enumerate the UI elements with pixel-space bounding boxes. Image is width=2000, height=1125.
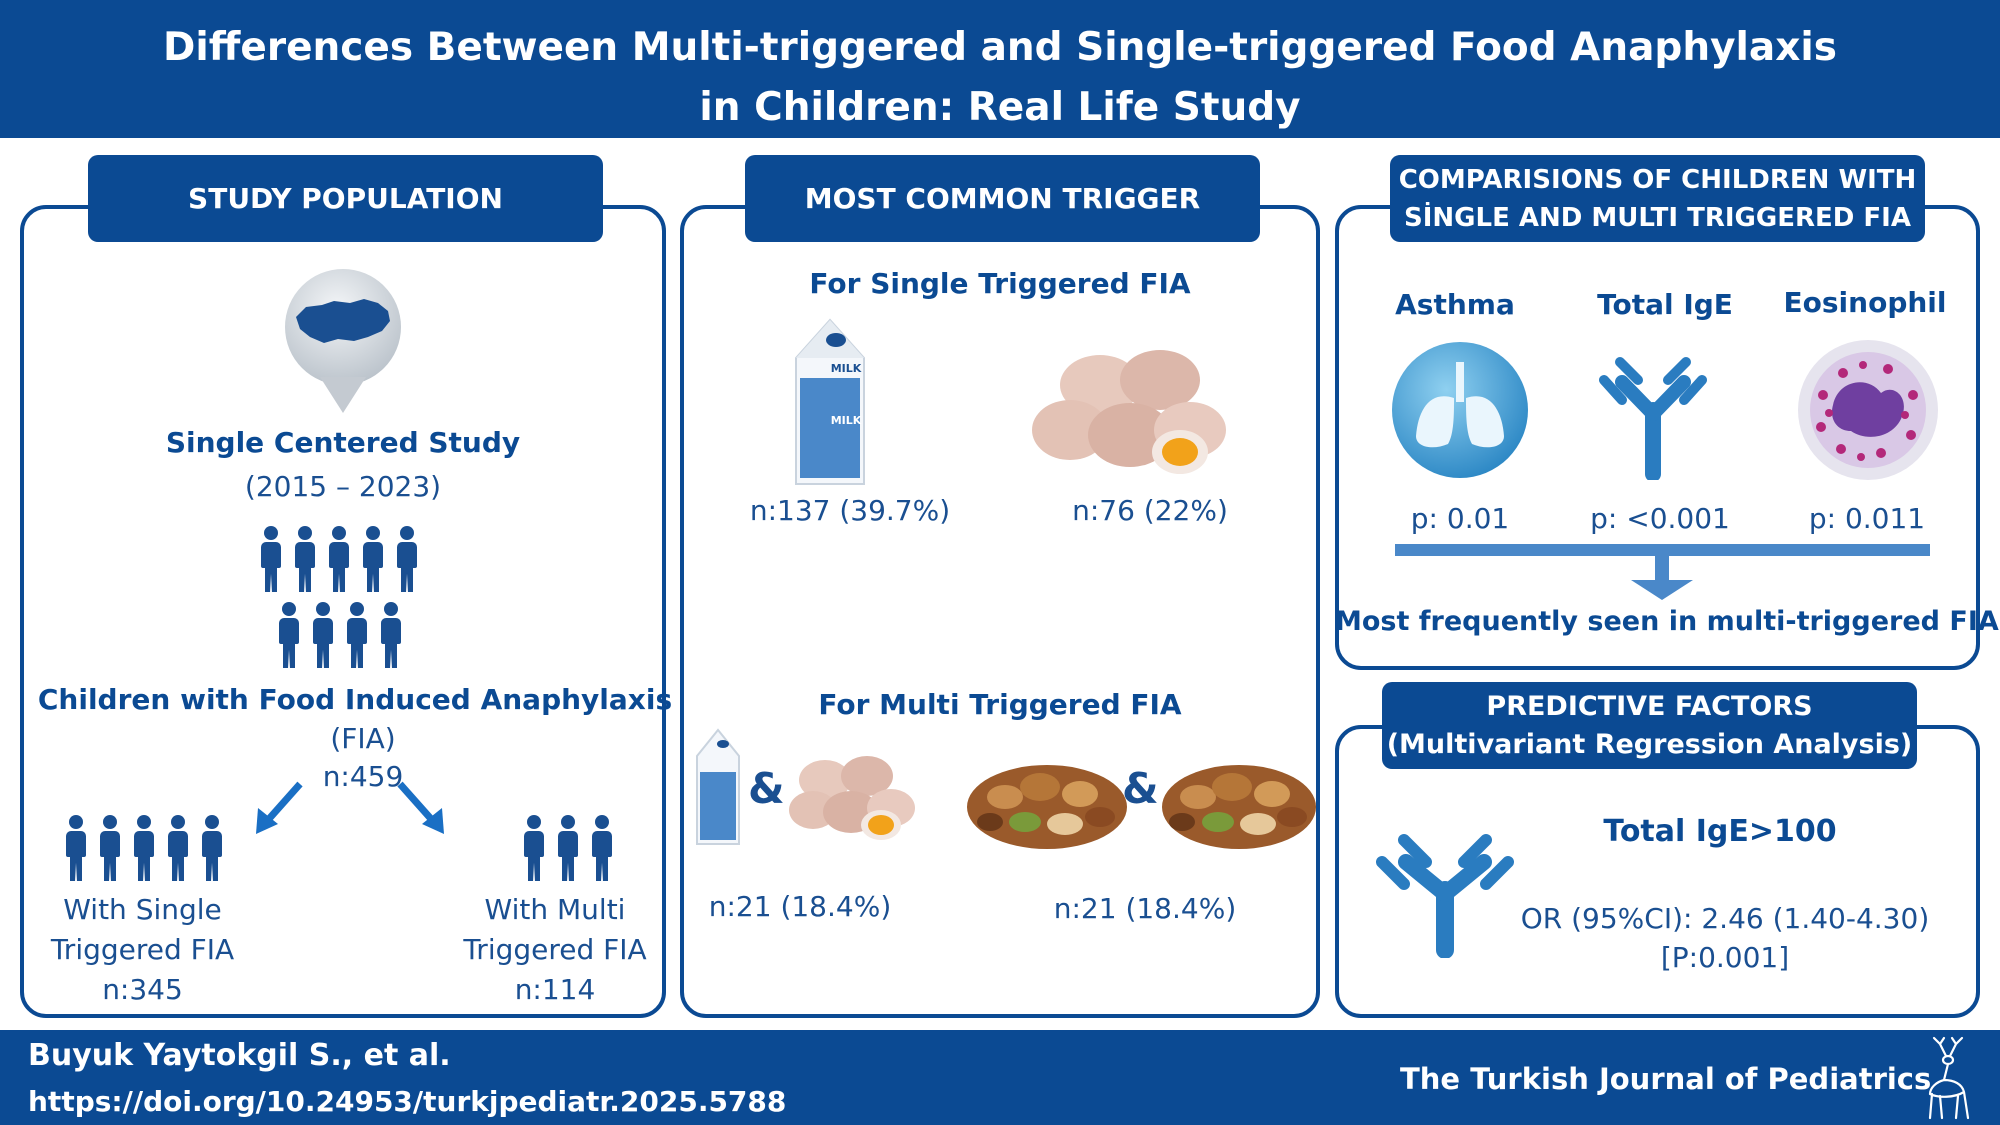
merge-arrow: [1395, 544, 1930, 600]
person-icon: [592, 815, 612, 881]
predictive-tab-line-2: (Multivariant Regression Analysis): [1386, 729, 1913, 760]
person-icon: [381, 602, 401, 668]
page-title: Differences Between Multi-triggered and …: [0, 18, 2000, 138]
population-people-row-1: [261, 526, 431, 592]
multi-triggered-count: n:114: [514, 973, 596, 1006]
arrow-down-left-icon: [256, 781, 303, 834]
trigger-foods-tab-label: MOST COMMON TRIGGER FOODS: [804, 182, 1201, 302]
person-icon: [558, 815, 578, 881]
total-count: n:459: [322, 760, 404, 793]
trigger-foods-tab: MOST COMMON TRIGGER FOODS: [745, 155, 1260, 302]
comparisons-tab-line-2: SİNGLE AND MULTI TRIGGERED FIA: [1404, 203, 1911, 233]
footer-journal: The Turkish Journal of Pediatrics: [1400, 1062, 1932, 1096]
person-icon: [134, 815, 154, 881]
split-arrows: [256, 781, 444, 834]
person-icon: [168, 815, 188, 881]
milk-label-1: MILK: [830, 362, 862, 375]
comparisons-tab-line-1: COMPARISIONS OF CHILDREN WITH: [1398, 165, 1917, 195]
study-type: Single Centered Study: [165, 426, 521, 459]
single-triggered-people: [66, 815, 236, 881]
person-icon: [329, 526, 349, 592]
person-icon: [279, 602, 299, 668]
trigger-foods-panel: [680, 205, 1320, 1018]
mixed-nuts-icon: [967, 765, 1127, 849]
person-icon: [397, 526, 417, 592]
lungs-icon: [1392, 342, 1528, 478]
person-icon: [524, 815, 544, 881]
comparisons-tab: COMPARISIONS OF CHILDREN WITH SİNGLE AND…: [1390, 155, 1925, 242]
person-icon: [100, 815, 120, 881]
person-icon: [347, 602, 367, 668]
eosinophil-cell-icon: [1798, 340, 1938, 480]
milk-carton-small-icon: [696, 728, 740, 845]
ampersand-2: &: [1122, 764, 1159, 813]
footer-author: Buyuk Yaytokgil S., et al.: [28, 1038, 451, 1073]
person-icon: [202, 815, 222, 881]
eosinophil-p-value: p: 0.011: [1808, 502, 1926, 535]
total-ige-p-value: p: <0.001: [1590, 502, 1730, 535]
multi-nuts-count: n:21 (18.4%): [1053, 892, 1237, 925]
single-milk-count: n:137 (39.7%): [749, 494, 951, 527]
footer-doi-link[interactable]: https://doi.org/10.24953/turkjpediatr.20…: [28, 1085, 787, 1118]
eggs-icon: [1032, 350, 1226, 474]
antibody-icon: [1376, 834, 1514, 958]
person-icon: [363, 526, 383, 592]
study-population-tab: STUDY POPULATION: [88, 155, 603, 242]
single-triggered-label: With Single Triggered FIA n:345: [30, 890, 255, 1010]
person-icon: [313, 602, 333, 668]
footer-bar: [0, 1030, 2000, 1125]
map-pin-icon: [285, 269, 401, 413]
multi-triggered-label: With Multi Triggered FIA n:114: [440, 890, 670, 1010]
predictive-factors-panel: [1335, 725, 1980, 1018]
total-ige-label: Total IgE: [1597, 288, 1733, 321]
milk-carton-icon: [795, 318, 865, 485]
predictive-factor: Total IgE>100: [1603, 814, 1837, 849]
ampersand-1: &: [748, 764, 785, 813]
person-icon: [261, 526, 281, 592]
population-people-row-2: [279, 602, 415, 668]
milk-label-2: MILK: [830, 414, 862, 427]
multi-triggered-people: [524, 815, 626, 881]
person-icon: [66, 815, 86, 881]
title-banner: [0, 0, 2000, 138]
asthma-p-value: p: 0.01: [1410, 502, 1510, 535]
deer-logo-icon: [1928, 1036, 1970, 1120]
title-line-1: Differences Between Multi-triggered and …: [163, 25, 1837, 70]
predictive-factors-tab: PREDICTIVE FACTORS (Multivariant Regress…: [1382, 682, 1917, 769]
single-egg-count: n:76 (22%): [1072, 494, 1228, 527]
fia-abbreviation: (FIA): [330, 722, 396, 755]
arrow-down-icon: [1631, 580, 1693, 600]
odds-ratio: OR (95%CI): 2.46 (1.40-4.30): [1520, 902, 1930, 935]
asthma-label: Asthma: [1395, 288, 1515, 321]
arrow-down-right-icon: [397, 781, 444, 834]
single-triggered-heading: For Single Triggered FIA: [809, 267, 1191, 300]
eosinophil-label: Eosinophil: [1783, 286, 1947, 319]
multi-triggered-heading: For Multi Triggered FIA: [818, 688, 1182, 721]
person-icon: [295, 526, 315, 592]
population-description: Children with Food Induced Anaphylaxis: [37, 683, 673, 716]
predictive-tab-line-1: PREDICTIVE FACTORS: [1486, 691, 1813, 722]
study-years: (2015 – 2023): [244, 470, 442, 503]
study-population-tab-label: STUDY POPULATION: [188, 182, 503, 215]
predictive-p-value: [P:0.001]: [1660, 941, 1790, 974]
antibody-icon: [1599, 357, 1707, 480]
eggs-small-icon: [789, 756, 915, 840]
mixed-nuts-icon: [1162, 765, 1316, 849]
single-triggered-count: n:345: [102, 973, 183, 1006]
multi-milk-egg-count: n:21 (18.4%): [708, 890, 892, 923]
comparisons-conclusion: Most frequently seen in multi-triggered …: [1335, 606, 1999, 637]
title-line-2: in Children: Real Life Study: [699, 85, 1301, 130]
